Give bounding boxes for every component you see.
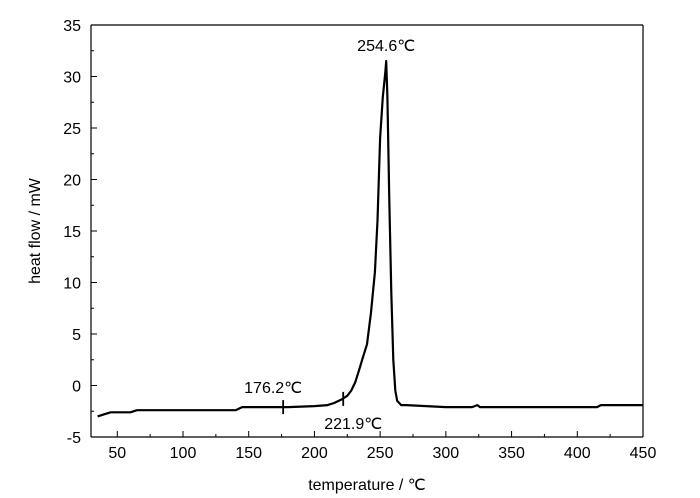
y-tick-label: 15	[63, 224, 81, 241]
x-tick-label: 50	[108, 445, 126, 462]
x-tick-label: 350	[498, 445, 525, 462]
y-tick-label: 5	[72, 327, 81, 344]
y-tick-label: 20	[63, 173, 81, 190]
x-tick-label: 450	[630, 445, 657, 462]
y-tick-label: -5	[67, 430, 81, 447]
plot-area	[90, 24, 644, 438]
annotations: 176.2℃ 221.9℃ 254.6℃	[244, 38, 415, 433]
x-tick-label: 300	[433, 445, 460, 462]
y-tick-label: 10	[63, 276, 81, 293]
temperature-annotation: 221.9℃	[324, 416, 382, 433]
y-tick-label: 30	[63, 70, 81, 87]
x-tick-label: 250	[367, 445, 394, 462]
x-tick-label: 200	[301, 445, 328, 462]
x-tick-label: 100	[170, 445, 197, 462]
heat-flow-curve	[97, 60, 643, 418]
y-tick-label: 0	[72, 379, 81, 396]
x-tick-label: 150	[235, 445, 262, 462]
y-tick-label: 35	[63, 18, 81, 35]
y-tick-label: 25	[63, 121, 81, 138]
x-axis-ticks: 50 100 150 200 250 300 350 400 450	[108, 431, 656, 462]
x-tick-label: 400	[564, 445, 591, 462]
y-axis-title: heat flow / mW	[27, 177, 44, 284]
temperature-annotation: 176.2℃	[244, 380, 302, 397]
temperature-annotation: 254.6℃	[357, 38, 415, 55]
y-axis-ticks: -5 0 5 10 15 20 25 30 35	[63, 18, 97, 447]
x-axis-title: temperature / ℃	[308, 477, 426, 494]
